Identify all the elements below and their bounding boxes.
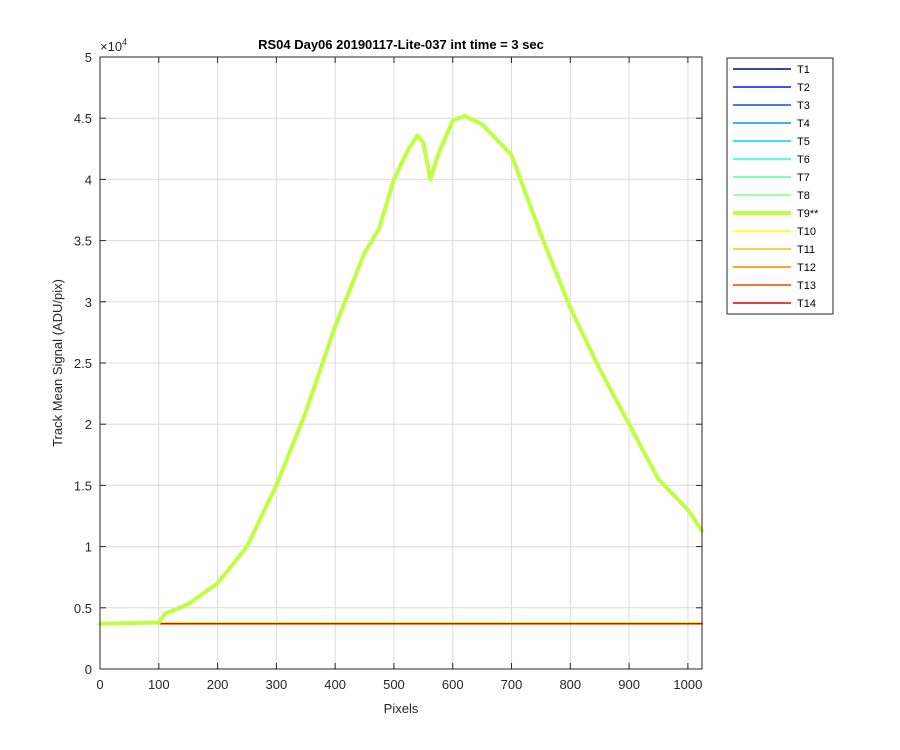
legend-entry: T7 bbox=[797, 172, 810, 184]
y-tick-label: 0.5 bbox=[74, 601, 92, 616]
legend-entry: T8 bbox=[797, 190, 810, 202]
legend-entry: T6 bbox=[797, 154, 810, 166]
legend-entry: T1 bbox=[797, 64, 810, 76]
y-exponent-label: ×104 bbox=[100, 37, 127, 54]
y-tick-label: 1 bbox=[85, 540, 92, 555]
y-tick-label: 4.5 bbox=[74, 111, 92, 126]
x-tick-label: 800 bbox=[559, 677, 581, 692]
x-tick-label: 900 bbox=[618, 677, 640, 692]
legend-entry: T9** bbox=[797, 208, 819, 220]
legend-entry: T11 bbox=[797, 244, 815, 256]
legend-entry: T10 bbox=[797, 226, 816, 238]
x-tick-label: 500 bbox=[383, 677, 405, 692]
x-tick-label: 700 bbox=[501, 677, 523, 692]
y-tick-label: 3 bbox=[85, 295, 92, 310]
y-axis-label: Track Mean Signal (ADU/pix) bbox=[50, 279, 65, 447]
chart-title: RS04 Day06 20190117-Lite-037 int time = … bbox=[258, 37, 544, 52]
series-layer bbox=[98, 113, 704, 626]
legend-box bbox=[726, 57, 834, 315]
x-tick-label: 300 bbox=[266, 677, 288, 692]
y-tick-label: 3.5 bbox=[74, 234, 92, 249]
x-tick-label: 100 bbox=[148, 677, 170, 692]
x-tick-label: 200 bbox=[207, 677, 229, 692]
legend-entry: T13 bbox=[797, 280, 816, 292]
y-tick-label: 4 bbox=[85, 172, 92, 187]
ticks: 0 100 200 300 400 500 600 700 800 900 1000 0 0.5 1 1.5… bbox=[74, 50, 702, 692]
x-axis-label: Pixels bbox=[384, 701, 419, 716]
legend: T1 T2 T3 T4 T5 T6 T7 T8 T9** T10 T11 T12 T13 T14 bbox=[726, 57, 834, 315]
series-line-t9 bbox=[98, 113, 704, 626]
x-tick-label: 600 bbox=[442, 677, 464, 692]
legend-entry: T12 bbox=[797, 262, 816, 274]
x-tick-label: 1000 bbox=[673, 677, 702, 692]
legend-entry: T3 bbox=[797, 100, 810, 112]
legend-entry: T5 bbox=[797, 136, 810, 148]
legend-entry: T2 bbox=[797, 82, 810, 94]
x-tick-label: 400 bbox=[324, 677, 346, 692]
y-tick-label: 0 bbox=[85, 662, 92, 677]
y-tick-label: 2 bbox=[85, 417, 92, 432]
y-tick-label: 1.5 bbox=[74, 478, 92, 493]
y-tick-label: 5 bbox=[85, 50, 92, 65]
y-tick-label: 2.5 bbox=[74, 356, 92, 371]
legend-entry: T4 bbox=[797, 118, 810, 130]
legend-entry: T14 bbox=[797, 298, 816, 310]
x-tick-label: 0 bbox=[96, 677, 103, 692]
